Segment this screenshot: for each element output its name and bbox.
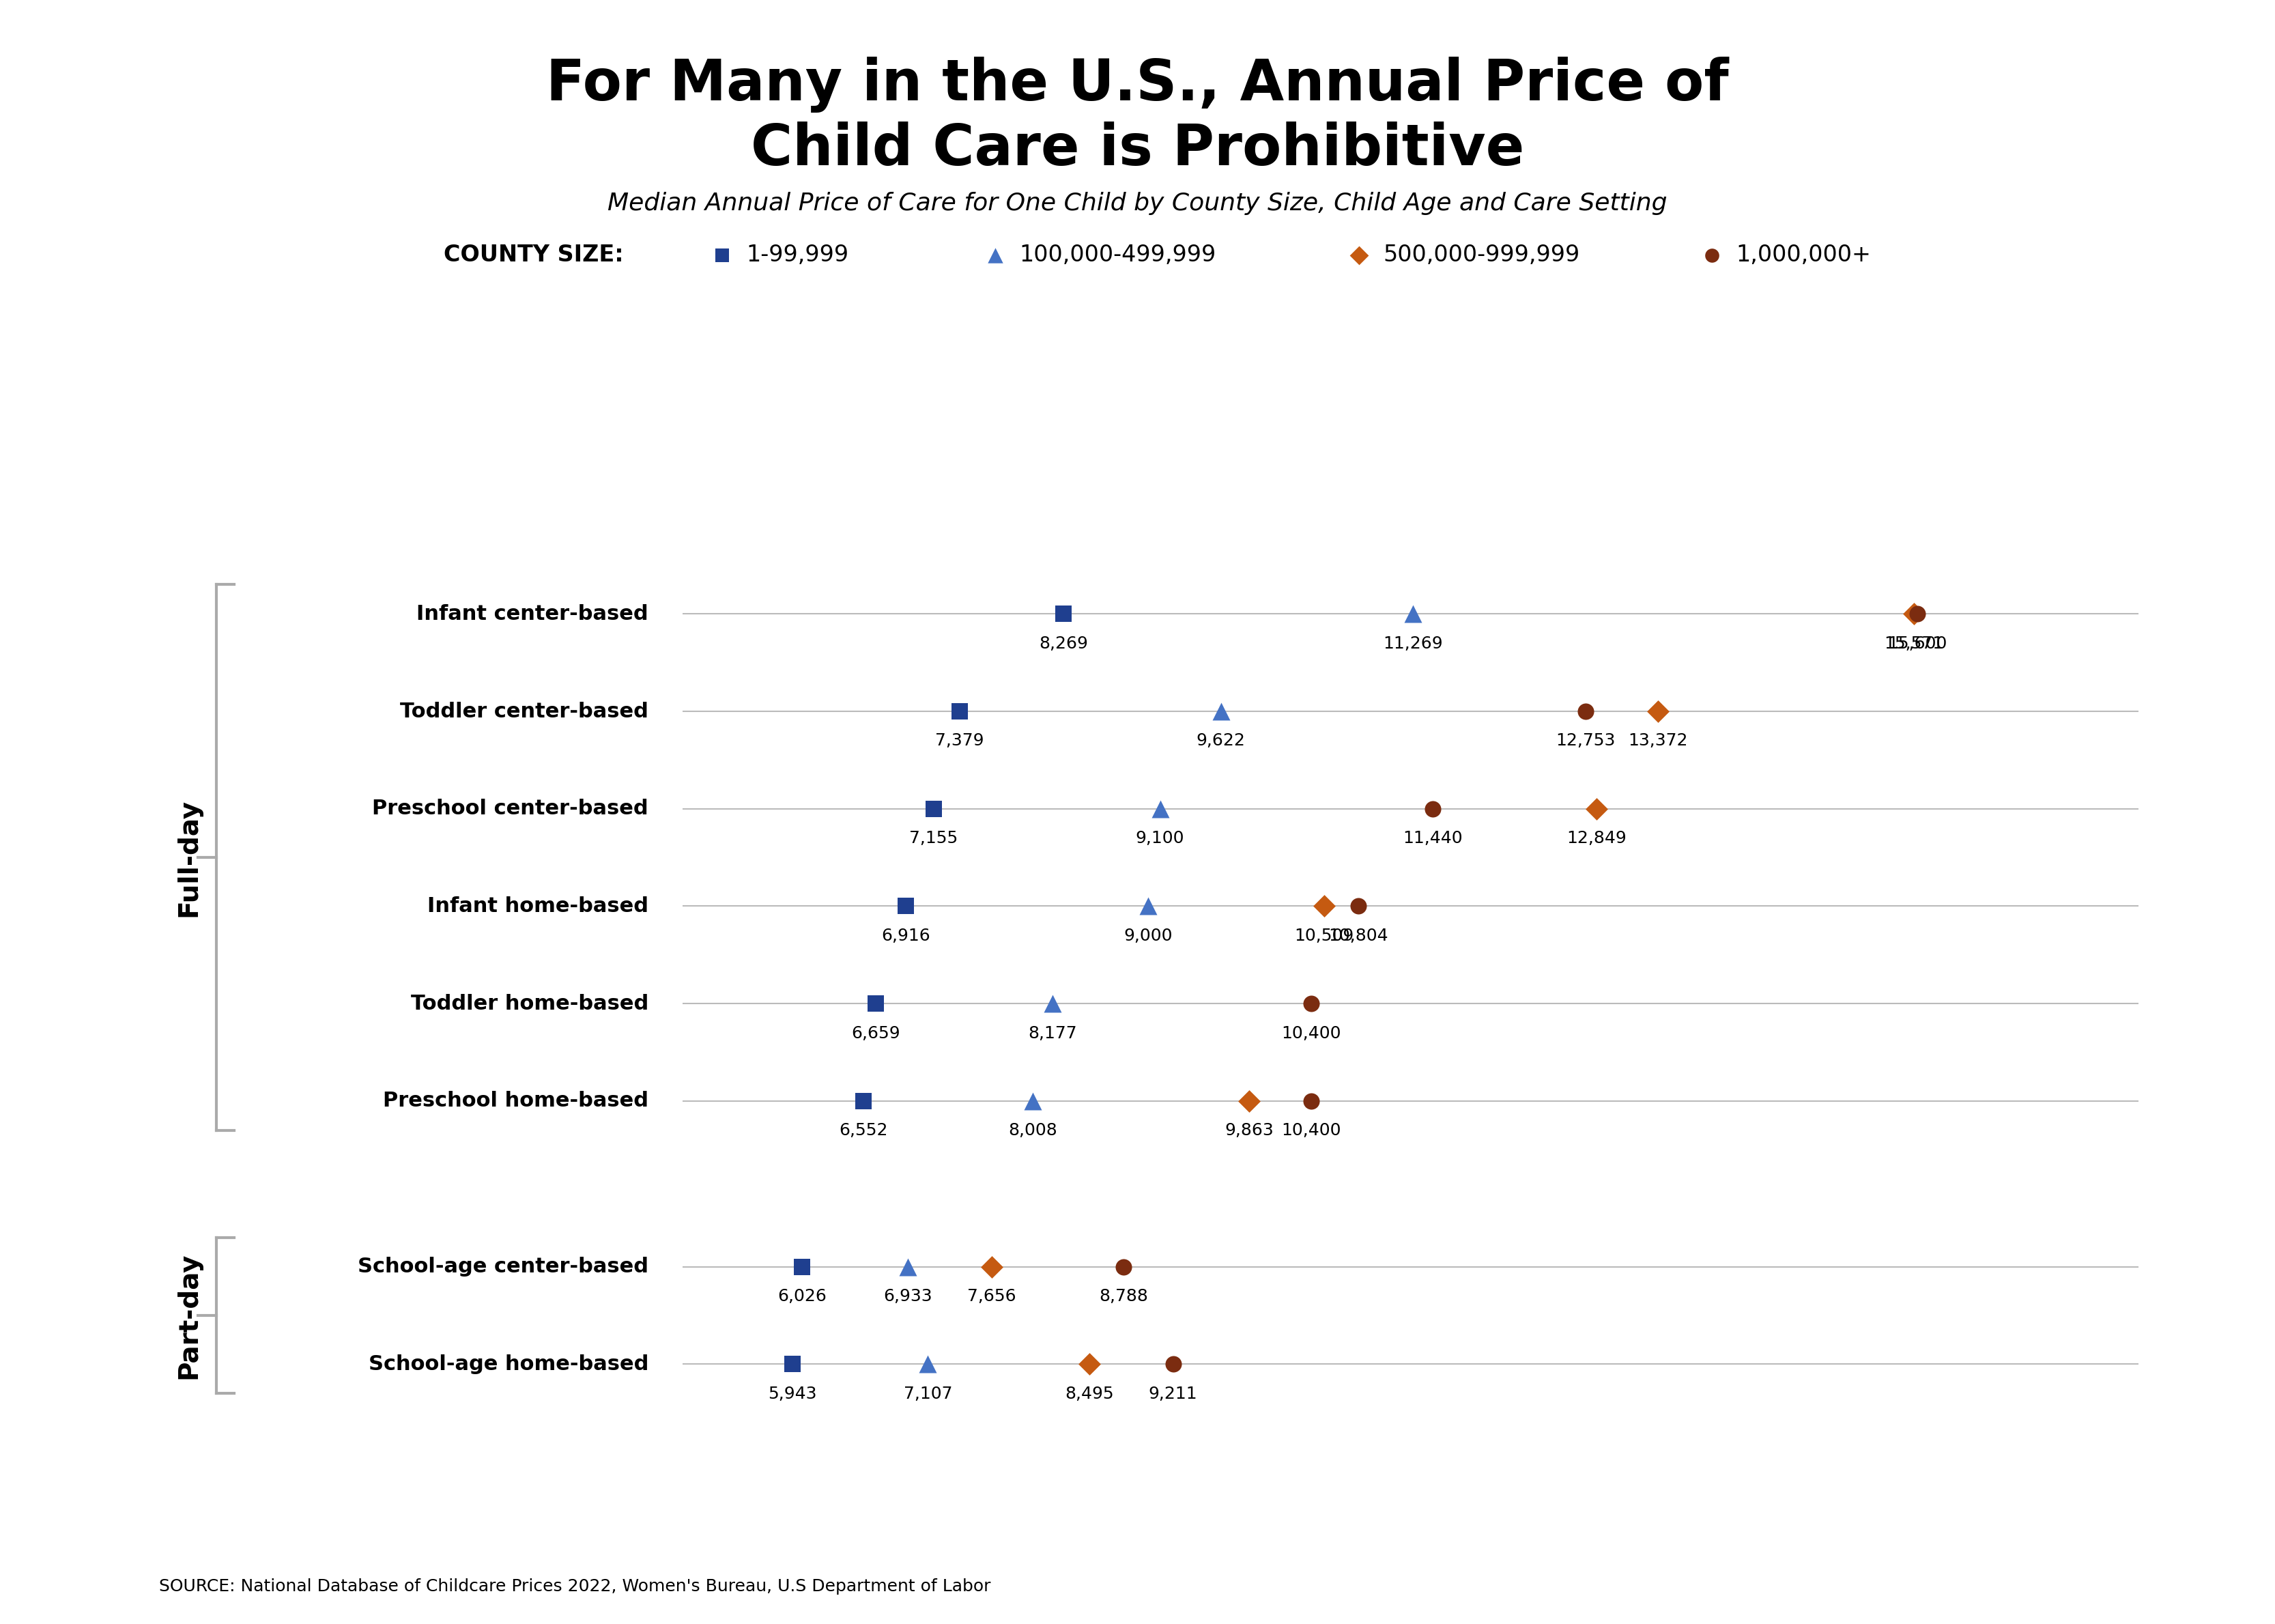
Text: 10,804: 10,804 xyxy=(1329,927,1388,944)
Text: 7,379: 7,379 xyxy=(935,732,985,749)
Point xyxy=(890,1254,926,1280)
Point xyxy=(705,242,742,268)
Point xyxy=(1156,1351,1192,1377)
Text: 9,211: 9,211 xyxy=(1149,1385,1197,1402)
Point xyxy=(1292,1088,1329,1114)
Point xyxy=(1203,698,1240,724)
Point xyxy=(1340,893,1376,919)
Point xyxy=(774,1351,810,1377)
Point xyxy=(1895,601,1931,627)
Point xyxy=(1900,601,1936,627)
Text: 5,943: 5,943 xyxy=(769,1385,817,1402)
Text: 9,100: 9,100 xyxy=(1135,830,1185,846)
Text: Toddler center-based: Toddler center-based xyxy=(400,702,648,721)
Point xyxy=(1292,991,1329,1017)
Text: 7,107: 7,107 xyxy=(903,1385,953,1402)
Point xyxy=(1340,242,1376,268)
Text: 10,509: 10,509 xyxy=(1294,927,1354,944)
Text: 100,000-499,999: 100,000-499,999 xyxy=(1019,244,1215,266)
Text: 1,000,000+: 1,000,000+ xyxy=(1736,244,1870,266)
Point xyxy=(1306,893,1342,919)
Text: Preschool center-based: Preschool center-based xyxy=(373,799,648,818)
Text: Infant home-based: Infant home-based xyxy=(428,896,648,916)
Text: 500,000-999,999: 500,000-999,999 xyxy=(1383,244,1579,266)
Text: Preschool home-based: Preschool home-based xyxy=(382,1091,648,1111)
Text: 8,269: 8,269 xyxy=(1040,635,1087,651)
Text: 12,849: 12,849 xyxy=(1567,830,1627,846)
Point xyxy=(1395,601,1431,627)
Point xyxy=(1640,698,1677,724)
Text: 15,600: 15,600 xyxy=(1888,635,1947,651)
Point xyxy=(1015,1088,1051,1114)
Point xyxy=(974,1254,1010,1280)
Text: 8,008: 8,008 xyxy=(1008,1122,1058,1138)
Text: 11,269: 11,269 xyxy=(1383,635,1442,651)
Point xyxy=(1693,242,1731,268)
Text: 7,155: 7,155 xyxy=(910,830,958,846)
Text: COUNTY SIZE:: COUNTY SIZE: xyxy=(444,244,623,266)
Text: SOURCE: National Database of Childcare Prices 2022, Women's Bureau, U.S Departme: SOURCE: National Database of Childcare P… xyxy=(159,1579,992,1595)
Text: 10,400: 10,400 xyxy=(1281,1122,1342,1138)
Text: 6,552: 6,552 xyxy=(839,1122,887,1138)
Point xyxy=(1415,796,1451,822)
Point xyxy=(844,1088,880,1114)
Point xyxy=(1567,698,1604,724)
Text: 6,933: 6,933 xyxy=(883,1288,933,1304)
Text: 13,372: 13,372 xyxy=(1629,732,1688,749)
Point xyxy=(887,893,924,919)
Point xyxy=(1579,796,1615,822)
Text: 1-99,999: 1-99,999 xyxy=(746,244,849,266)
Text: 8,788: 8,788 xyxy=(1099,1288,1149,1304)
Text: 9,622: 9,622 xyxy=(1197,732,1244,749)
Text: Full-day: Full-day xyxy=(175,799,202,916)
Point xyxy=(915,796,951,822)
Point xyxy=(942,698,978,724)
Text: 8,177: 8,177 xyxy=(1028,1025,1076,1041)
Text: 6,026: 6,026 xyxy=(778,1288,826,1304)
Text: 8,495: 8,495 xyxy=(1065,1385,1115,1402)
Text: 15,571: 15,571 xyxy=(1884,635,1943,651)
Point xyxy=(910,1351,946,1377)
Point xyxy=(785,1254,821,1280)
Text: 7,656: 7,656 xyxy=(967,1288,1017,1304)
Text: 10,400: 10,400 xyxy=(1281,1025,1342,1041)
Text: 9,863: 9,863 xyxy=(1224,1122,1274,1138)
Text: 6,659: 6,659 xyxy=(851,1025,901,1041)
Text: Toddler home-based: Toddler home-based xyxy=(412,994,648,1013)
Text: School-age home-based: School-age home-based xyxy=(369,1354,648,1374)
Point xyxy=(1035,991,1072,1017)
Point xyxy=(1231,1088,1267,1114)
Point xyxy=(1106,1254,1142,1280)
Point xyxy=(978,242,1015,268)
Text: School-age center-based: School-age center-based xyxy=(357,1257,648,1276)
Point xyxy=(1131,893,1167,919)
Text: 11,440: 11,440 xyxy=(1404,830,1463,846)
Text: 12,753: 12,753 xyxy=(1556,732,1615,749)
Text: Part-day: Part-day xyxy=(175,1252,202,1379)
Text: 6,916: 6,916 xyxy=(880,927,930,944)
Point xyxy=(1044,601,1081,627)
Text: 9,000: 9,000 xyxy=(1124,927,1174,944)
Point xyxy=(1142,796,1178,822)
Text: Median Annual Price of Care for One Child by County Size, Child Age and Care Set: Median Annual Price of Care for One Chil… xyxy=(607,192,1668,214)
Point xyxy=(1072,1351,1108,1377)
Text: Child Care is Prohibitive: Child Care is Prohibitive xyxy=(751,122,1524,177)
Text: Infant center-based: Infant center-based xyxy=(416,604,648,624)
Text: For Many in the U.S., Annual Price of: For Many in the U.S., Annual Price of xyxy=(546,57,1729,112)
Point xyxy=(858,991,894,1017)
